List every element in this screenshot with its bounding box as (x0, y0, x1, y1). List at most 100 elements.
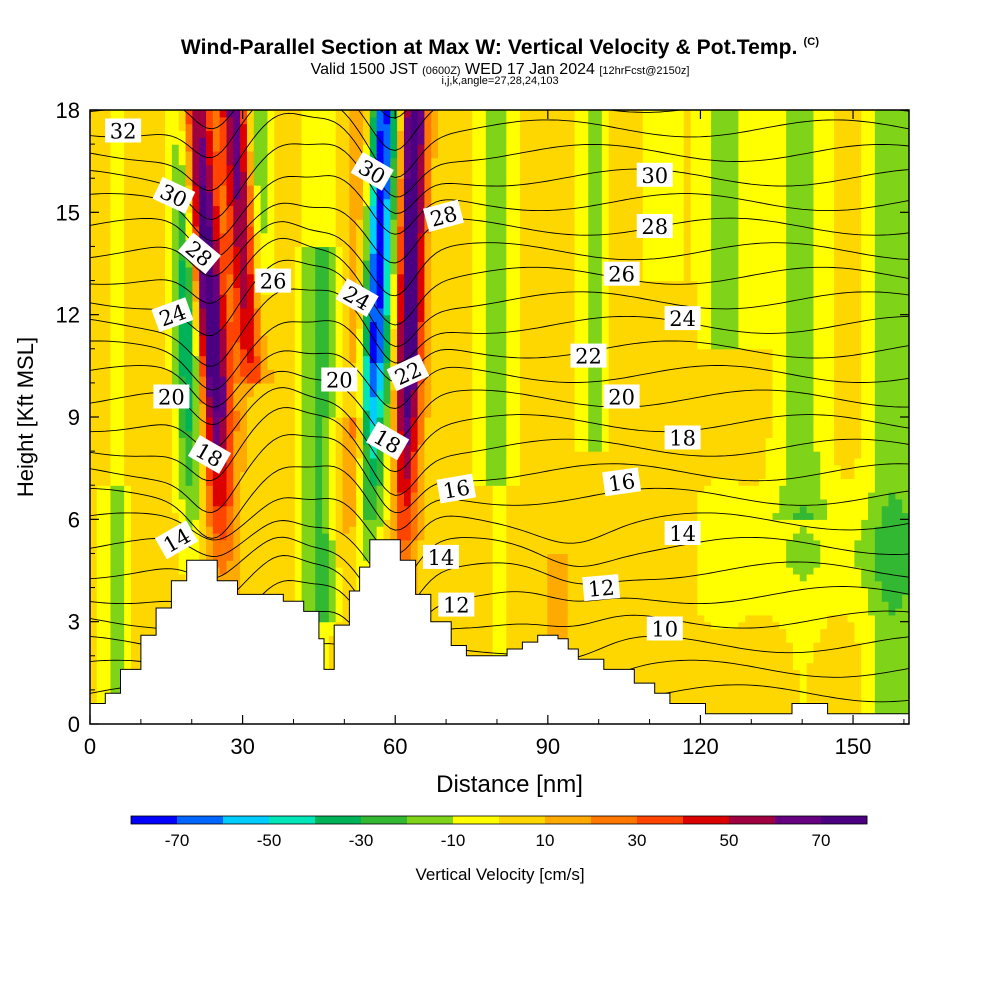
velocity-cell (438, 178, 446, 186)
velocity-cell (260, 410, 269, 418)
velocity-cell (458, 130, 466, 138)
velocity-cell (185, 212, 193, 220)
velocity-cell (240, 519, 248, 527)
velocity-cell (410, 116, 419, 125)
velocity-cell (206, 532, 214, 541)
velocity-cell (356, 198, 364, 207)
velocity-cell (410, 519, 419, 527)
velocity-cell (117, 191, 125, 200)
velocity-cell (212, 382, 221, 391)
velocity-cell (212, 307, 221, 316)
velocity-cell (431, 478, 439, 486)
velocity-cell (342, 553, 350, 561)
velocity-cell (110, 430, 118, 439)
velocity-cell (199, 130, 207, 138)
velocity-cell (369, 280, 378, 288)
velocity-cell (246, 539, 255, 548)
velocity-cell (369, 492, 378, 500)
velocity-cell (130, 232, 139, 241)
velocity-cell (417, 437, 426, 445)
velocity-cell (110, 505, 118, 514)
velocity-cell (246, 307, 255, 316)
velocity-cell (444, 348, 453, 357)
velocity-cell (199, 410, 207, 418)
velocity-cell (151, 437, 159, 445)
velocity-cell (431, 369, 439, 377)
velocity-cell (403, 157, 412, 166)
velocity-cell (253, 328, 262, 336)
velocity-cell (110, 403, 118, 411)
velocity-cell (424, 137, 432, 145)
velocity-cell (253, 410, 262, 418)
velocity-cell (451, 403, 460, 411)
velocity-cell (383, 130, 391, 138)
velocity-cell (233, 403, 241, 411)
velocity-cell (383, 239, 391, 248)
velocity-cell (253, 294, 262, 302)
velocity-cell (431, 580, 439, 589)
velocity-cell (110, 451, 118, 459)
velocity-cell (308, 307, 316, 316)
velocity-cell (96, 171, 105, 179)
velocity-cell (294, 341, 303, 350)
velocity-cell (90, 642, 98, 650)
velocity-cell (349, 457, 357, 466)
velocity-cell (90, 362, 98, 370)
velocity-cell (315, 321, 323, 329)
velocity-cell (465, 614, 473, 623)
velocity-cell (219, 335, 228, 343)
velocity-cell (308, 573, 316, 582)
velocity-cell (438, 457, 446, 466)
velocity-cell (417, 301, 426, 309)
velocity-cell (185, 362, 193, 370)
velocity-cell (356, 225, 364, 234)
velocity-cell (171, 287, 180, 295)
velocity-cell (335, 457, 344, 466)
velocity-cell (438, 573, 446, 582)
velocity-cell (96, 546, 105, 555)
velocity-cell (301, 198, 309, 207)
velocity-cell (397, 389, 405, 398)
velocity-cell (356, 355, 364, 364)
velocity-cell (294, 505, 303, 514)
velocity-cell (424, 341, 432, 350)
velocity-cell (335, 608, 344, 616)
velocity-cell (274, 246, 282, 254)
velocity-cell (260, 205, 269, 213)
velocity-cell (458, 137, 466, 145)
velocity-cell (130, 389, 139, 398)
velocity-cell (260, 417, 269, 425)
velocity-cell (171, 478, 180, 486)
velocity-cell (383, 123, 391, 132)
velocity-cell (322, 642, 330, 650)
velocity-cell (233, 498, 241, 507)
velocity-cell (130, 239, 139, 248)
velocity-cell (103, 648, 112, 657)
velocity-cell (403, 532, 412, 541)
velocity-cell (90, 219, 98, 227)
velocity-cell (212, 417, 221, 425)
velocity-cell (438, 587, 446, 595)
velocity-cell (363, 348, 371, 357)
velocity-cell (253, 185, 262, 193)
velocity-cell (287, 512, 296, 520)
velocity-cell (383, 396, 391, 404)
velocity-cell (240, 280, 248, 288)
velocity-cell (267, 260, 275, 268)
velocity-cell (246, 157, 255, 166)
velocity-cell (315, 457, 323, 466)
velocity-cell (117, 430, 125, 439)
velocity-cell (253, 130, 262, 138)
velocity-cell (410, 423, 419, 432)
velocity-cell (171, 560, 180, 568)
velocity-cell (165, 287, 173, 295)
velocity-cell (253, 225, 262, 234)
velocity-cell (287, 225, 296, 234)
velocity-cell (199, 355, 207, 364)
velocity-cell (90, 225, 98, 234)
velocity-cell (240, 560, 248, 568)
velocity-cell (144, 526, 153, 534)
velocity-cell (274, 532, 282, 541)
velocity-cell (410, 348, 419, 357)
velocity-cell (192, 178, 200, 186)
